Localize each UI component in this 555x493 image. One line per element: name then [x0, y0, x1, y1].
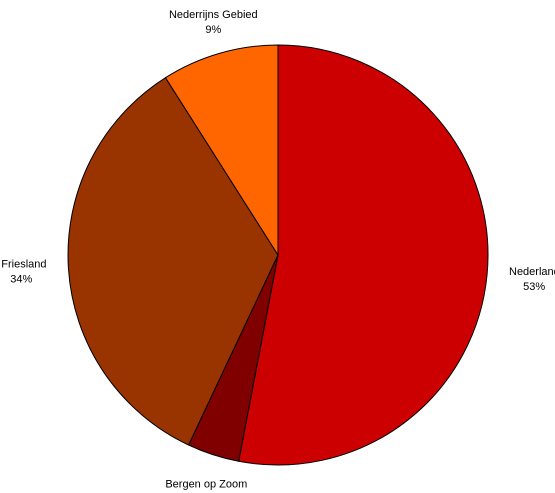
pie-slice-nederrijns-gebied: [164, 44, 279, 256]
slice-label: Friesland: [1, 259, 46, 271]
slice-percent-label: 9%: [205, 24, 221, 36]
pie-slices: [67, 44, 489, 466]
slice-label: Nederland: [509, 266, 555, 278]
slice-percent-label: 34%: [10, 274, 32, 286]
slice-label: Bergen op Zoom: [165, 479, 247, 491]
pie-slice-friesland: [67, 77, 279, 446]
slice-percent-label: 53%: [523, 281, 545, 293]
slice-label: Nederrijns Gebied: [169, 9, 258, 21]
pie-slice-nederland: [238, 44, 489, 466]
